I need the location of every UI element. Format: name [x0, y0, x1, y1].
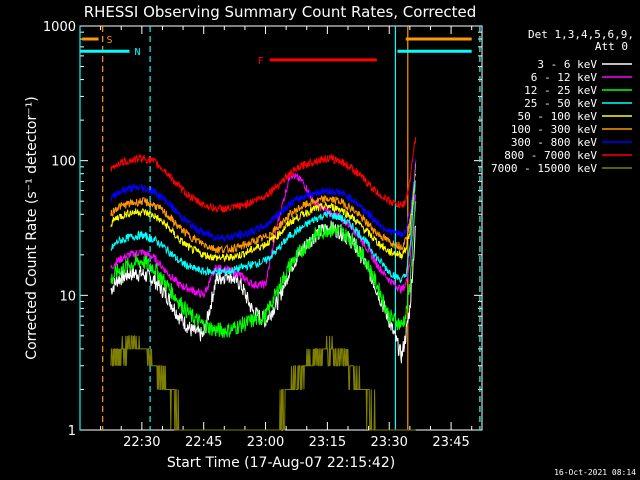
y-axis-label: Corrected Count Rate (s⁻¹ detector⁻¹) — [24, 96, 40, 359]
legend-label: 50 - 100 keV — [518, 110, 598, 123]
legend-header-line-2: Att 0 — [595, 40, 628, 53]
chart-title: RHESSI Observing Summary Count Rates, Co… — [84, 3, 477, 21]
series-line — [110, 158, 417, 243]
plot-axes: 1 10 100 1000 22:30 22:45 23:00 23:15 23:30 23:45 — [43, 20, 483, 450]
y-tick-label: 10 — [59, 289, 76, 304]
vertical-markers — [79, 26, 481, 430]
x-tick-label: 23:30 — [370, 435, 407, 450]
legend-label: 6 - 12 keV — [531, 71, 598, 84]
legend-label: 7000 - 15000 keV — [491, 162, 597, 175]
flag-label-f: F — [258, 56, 264, 67]
legend-label: 12 - 25 keV — [524, 84, 597, 97]
legend-label: 3 - 6 keV — [537, 58, 597, 71]
x-tick-label: 23:00 — [247, 435, 284, 450]
flag-label-s: S — [107, 35, 113, 46]
legend-label: 300 - 800 keV — [511, 136, 597, 149]
generated-timestamp: 16-Oct-2021 08:14 — [554, 468, 636, 477]
legend-label: 25 - 50 keV — [524, 97, 597, 110]
series-line — [110, 180, 417, 284]
x-tick-label: 23:15 — [309, 435, 346, 450]
legend-header-line-1: Det 1,3,4,5,6,9, — [528, 28, 634, 41]
y-tick-label: 1 — [68, 424, 76, 439]
x-tick-label: 22:30 — [123, 435, 160, 450]
flag-bars: S N F — [80, 35, 472, 67]
legend-label: 800 - 7000 keV — [504, 149, 597, 162]
series-line — [110, 172, 417, 299]
series-line — [110, 136, 417, 213]
x-axis-label: Start Time (17-Aug-07 22:15:42) — [167, 455, 395, 471]
legend-label: 100 - 300 keV — [511, 123, 597, 136]
series-line — [110, 201, 417, 338]
series-line — [110, 173, 417, 263]
series-line — [110, 160, 417, 255]
y-tick-label: 100 — [51, 155, 76, 170]
x-tick-label: 22:45 — [185, 435, 222, 450]
y-tick-label: 1000 — [43, 20, 76, 35]
x-tick-label: 23:45 — [432, 435, 469, 450]
flag-label-n: N — [134, 47, 140, 58]
data-series — [110, 136, 417, 431]
series-line — [110, 335, 416, 431]
